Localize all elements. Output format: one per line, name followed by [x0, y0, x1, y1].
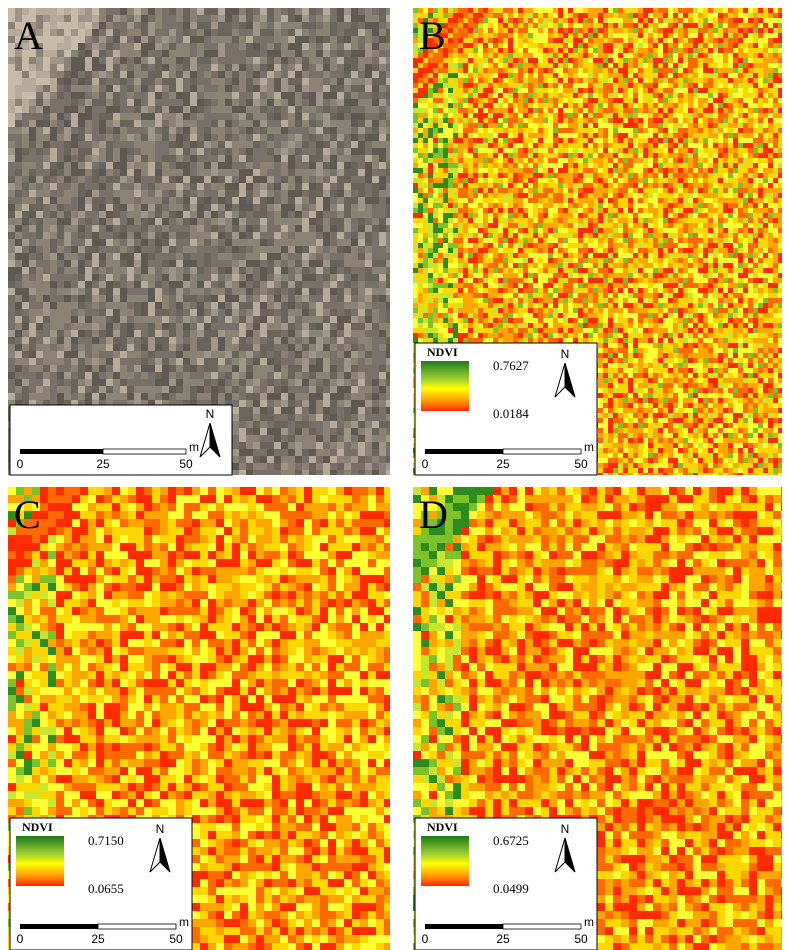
scale-bar-black [20, 924, 98, 929]
texture [8, 487, 390, 950]
texture [413, 8, 782, 475]
scale-bar-white [97, 923, 177, 930]
texture [413, 487, 782, 950]
north-label: N [561, 822, 570, 836]
color-ramp [421, 361, 469, 411]
color-ramp [421, 836, 469, 886]
texture [8, 8, 390, 475]
panel-label: D [419, 492, 448, 537]
scale-tick-label: 50 [179, 457, 193, 471]
map-panel: D NDVI 0.6725 0.0499 Nm 0 25 50 [413, 487, 782, 950]
legend-box: NDVI 0.7627 0.0184 Nm 0 25 50 [414, 342, 598, 476]
scale-unit: m [584, 915, 594, 929]
scale-unit: m [584, 440, 594, 454]
map-panel: A Nm 0 25 50 [8, 8, 390, 476]
scale-tick-label: 50 [574, 932, 588, 946]
legend-title: NDVI [22, 820, 53, 834]
north-arrow [564, 837, 576, 873]
texture [8, 487, 390, 950]
scale-tick-label: 25 [496, 932, 510, 946]
texture [413, 487, 782, 950]
map-panel: B NDVI 0.7627 0.0184 Nm 0 25 50 [413, 8, 782, 476]
texture [413, 487, 782, 950]
north-arrow [159, 837, 171, 873]
map-panel: C NDVI 0.7150 0.0655 Nm 0 25 50 [8, 487, 390, 950]
legend-max: 0.7627 [493, 358, 529, 373]
texture [8, 487, 390, 950]
texture [413, 13, 458, 475]
legend-max: 0.6725 [493, 833, 529, 848]
legend-min: 0.0184 [493, 406, 529, 421]
scale-unit: m [179, 915, 189, 929]
texture [413, 8, 782, 475]
texture [8, 8, 390, 475]
texture [8, 487, 56, 927]
scale-tick-label: 25 [496, 457, 510, 471]
scale-tick-label: 50 [574, 457, 588, 471]
legend-min: 0.0655 [88, 881, 124, 896]
panel-label: A [14, 13, 43, 58]
legend-title: NDVI [427, 345, 458, 359]
texture [413, 8, 782, 475]
legend-box: Nm 0 25 50 [9, 404, 233, 476]
legend-title: NDVI [427, 820, 458, 834]
scale-tick-label: 0 [422, 457, 429, 471]
scale-tick-label: 0 [17, 932, 24, 946]
scale-tick-label: 50 [169, 932, 183, 946]
north-label: N [561, 347, 570, 361]
legend-box: NDVI 0.7150 0.0655 Nm 0 25 50 [9, 817, 193, 950]
north-label: N [156, 822, 165, 836]
scale-tick-label: 0 [422, 932, 429, 946]
scale-tick-label: 25 [96, 457, 110, 471]
north-arrow [209, 422, 221, 458]
legend-box: NDVI 0.6725 0.0499 Nm 0 25 50 [414, 817, 598, 950]
scale-bar-black [425, 924, 503, 929]
legend-min: 0.0499 [493, 881, 529, 896]
scale-tick-label: 0 [17, 457, 24, 471]
texture [8, 487, 390, 950]
texture [8, 8, 99, 127]
color-ramp [16, 836, 64, 886]
scale-bar-black [425, 449, 503, 454]
panel-label: B [419, 13, 446, 58]
scale-tick-label: 25 [91, 932, 105, 946]
north-arrow [564, 362, 576, 398]
legend-frame [9, 404, 233, 476]
scale-bar-black [20, 449, 103, 454]
texture [8, 8, 390, 475]
scale-unit: m [189, 440, 199, 454]
texture [413, 8, 782, 475]
scale-bar-white [102, 448, 187, 455]
panel-label: C [14, 492, 41, 537]
north-label: N [206, 407, 215, 421]
texture [8, 8, 390, 475]
scale-bar-white [502, 448, 582, 455]
legend-max: 0.7150 [88, 833, 124, 848]
scale-bar-white [502, 923, 582, 930]
